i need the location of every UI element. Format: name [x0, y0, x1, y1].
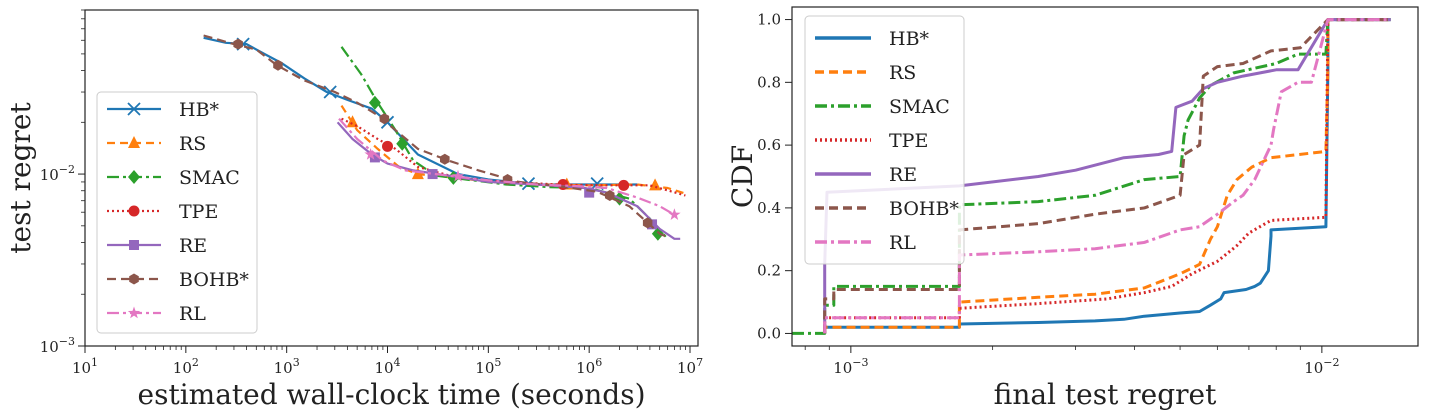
x-tick-label-base: 10 — [72, 359, 91, 377]
x-tick-label-exp: 4 — [394, 356, 401, 369]
x-tick-label-base: 10 — [576, 359, 595, 377]
y-tick-label: 0.8 — [757, 73, 781, 91]
series-marker-bohb-star — [379, 113, 390, 125]
series-marker-smac — [396, 136, 409, 151]
legend-frame — [804, 15, 965, 265]
y-axis-label: test regret — [4, 102, 37, 254]
x-tick-label-exp: −2 — [1323, 356, 1339, 369]
series-marker-bohb-star — [233, 38, 243, 50]
series-marker-rl — [668, 208, 681, 220]
legend-marker — [129, 273, 139, 285]
y-tick-label: 10−3 — [40, 335, 75, 356]
legend-marker — [127, 306, 141, 319]
series-marker-rs — [649, 178, 662, 191]
x-axis-label: final test regret — [994, 378, 1217, 411]
series-line-rl — [823, 18, 1391, 334]
legend-label: TPE — [179, 201, 218, 223]
x-tick-label: 106 — [576, 356, 602, 377]
x-tick-label-base: 10 — [374, 359, 393, 377]
series-marker-bohb-star — [440, 153, 450, 165]
legend-label: RL — [179, 303, 206, 325]
x-tick-label: 103 — [274, 356, 300, 377]
legend-label: HB* — [179, 99, 220, 121]
legend-label: RL — [889, 232, 916, 254]
series-line-rl — [338, 117, 675, 216]
legend-label: RE — [889, 164, 917, 186]
legend-label: HB* — [889, 28, 930, 50]
series-marker-tpe — [618, 179, 630, 191]
series-line-rs — [823, 18, 1391, 334]
y-tick-label-base: 10 — [40, 166, 59, 184]
series-marker-re — [584, 187, 595, 198]
x-tick-label: 10−3 — [833, 356, 868, 377]
legend-marker — [127, 102, 141, 116]
x-tick-label-base: 10 — [677, 359, 696, 377]
legend-marker — [128, 205, 140, 217]
x-tick-label-exp: 2 — [192, 356, 199, 369]
series-marker-smac — [368, 95, 381, 110]
series-marker-rl — [451, 169, 465, 182]
legend-label: RS — [889, 62, 916, 84]
x-tick-label-base: 10 — [475, 359, 494, 377]
y-tick-label: 1.0 — [757, 11, 781, 29]
x-tick-label: 107 — [677, 356, 703, 377]
x-tick-label: 105 — [475, 356, 501, 377]
x-tick-label-base: 10 — [1304, 359, 1323, 377]
x-tick-label-base: 10 — [833, 359, 852, 377]
x-tick-label: 102 — [173, 356, 199, 377]
legend-label: RE — [179, 235, 207, 257]
series-marker-re — [369, 152, 380, 163]
series-marker-bohb-star — [605, 190, 615, 201]
legend-marker — [128, 170, 140, 184]
series-marker-rl — [364, 148, 377, 160]
x-tick-label-base: 10 — [274, 359, 293, 377]
axes-frame — [84, 9, 699, 347]
legend-label: SMAC — [889, 96, 950, 118]
legend-frame — [96, 91, 258, 334]
series-marker-bohb-star — [273, 59, 283, 71]
legend: HB* RS SMAC TPE RE BOHB* RL — [96, 91, 258, 334]
series-line-rs — [340, 105, 686, 195]
axes-frame — [791, 6, 1419, 347]
legend-marker — [129, 240, 139, 250]
y-tick-label-exp: −2 — [59, 163, 75, 176]
legend-label: RS — [179, 133, 206, 155]
y-tick-label: 0.6 — [757, 136, 781, 154]
legend-label: TPE — [889, 130, 928, 152]
x-tick-label-exp: −3 — [852, 356, 868, 369]
x-tick-label-exp: 3 — [293, 356, 300, 369]
x-tick-label-exp: 6 — [595, 356, 602, 369]
x-tick-label-exp: 5 — [494, 356, 501, 369]
legend-label: BOHB* — [179, 269, 249, 291]
y-tick-label: 0.2 — [757, 262, 781, 280]
legend-label: SMAC — [179, 167, 240, 189]
plot-area — [203, 34, 686, 241]
series-line-hb-star — [823, 18, 1391, 334]
series-line-bohb-star — [823, 18, 1391, 334]
x-tick-label-exp: 7 — [696, 356, 703, 369]
legend: HB* RS SMAC TPE RE BOHB* RL — [804, 15, 965, 265]
legend-label: BOHB* — [889, 198, 959, 220]
y-tick-label-base: 10 — [40, 338, 59, 356]
y-tick-label: 0.4 — [757, 199, 781, 217]
y-tick-label: 10−2 — [40, 163, 75, 184]
x-tick-label: 101 — [72, 356, 98, 377]
y-tick-label-exp: −3 — [59, 335, 75, 348]
x-tick-label: 104 — [374, 356, 400, 377]
series-marker-bohb-star — [642, 217, 653, 229]
x-tick-label-exp: 1 — [91, 356, 98, 369]
x-tick-label-base: 10 — [173, 359, 192, 377]
series-marker-rs — [411, 167, 424, 180]
series-marker-re — [427, 169, 438, 180]
x-tick-label: 10−2 — [1304, 356, 1339, 377]
y-axis-label: CDF — [726, 145, 759, 208]
series-marker-tpe — [382, 140, 394, 152]
y-tick-label: 0.0 — [757, 324, 781, 342]
x-axis-label: estimated wall-clock time (seconds) — [138, 378, 646, 411]
legend-marker — [128, 136, 140, 148]
